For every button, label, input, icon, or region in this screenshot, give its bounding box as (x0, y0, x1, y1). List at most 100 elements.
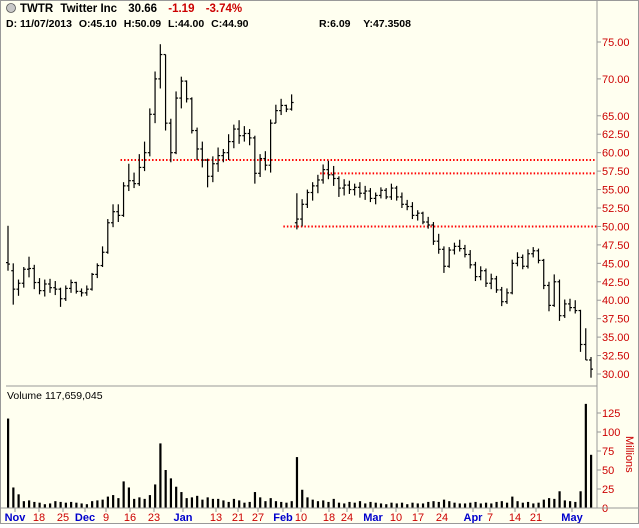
ohlc-bar (58, 287, 63, 307)
ohlc-bar (363, 185, 368, 200)
volume-bar (406, 504, 409, 508)
volume-bar (206, 497, 209, 508)
volume-bar (448, 501, 451, 508)
ohlc-bar (489, 273, 494, 290)
volume-bar (432, 501, 435, 508)
date-axis: Nov 18 25 Dec 9 16 23 Jan 13 21 27 Feb 10 18 24 Mar 10 17… (5, 508, 584, 524)
month-label: Dec (75, 512, 95, 523)
ohlc-bar (378, 187, 383, 199)
info-open: O:45.10 (79, 18, 117, 30)
ohlc-bar (557, 279, 562, 321)
ohlc-bar (279, 98, 284, 116)
day-label: 9 (103, 512, 109, 523)
ohlc-bar (452, 242, 457, 255)
volume-bar (458, 503, 461, 508)
volume-bar (584, 403, 587, 508)
price-tick-label: 42.50 (602, 277, 630, 289)
ohlc-bar (468, 250, 473, 269)
volume-bar (385, 504, 388, 508)
volume-bar (537, 502, 540, 508)
volume-bar (154, 484, 157, 508)
volume-bar (217, 498, 220, 508)
volume-tick-label: 50 (602, 465, 614, 477)
ohlc-bar (242, 126, 247, 142)
ohlc-bar (42, 279, 47, 297)
volume-bar (505, 502, 509, 508)
volume-bar (558, 491, 561, 508)
ohlc-bar (16, 279, 21, 296)
ohlc-bar (116, 204, 121, 223)
price-change-pct: -3.74% (206, 3, 242, 15)
info-r: R:6.09 (319, 18, 351, 30)
volume-bar (101, 499, 104, 508)
ohlc-bar (200, 141, 205, 168)
ohlc-bar (342, 179, 347, 196)
volume-bar (248, 501, 251, 508)
ohlc-bar (352, 183, 357, 196)
volume-bar (180, 492, 183, 508)
day-label: 27 (252, 512, 264, 523)
ohlc-bar (536, 248, 541, 264)
ohlc-bar (399, 192, 404, 208)
volume-tick-label: 25 (602, 484, 614, 496)
ohlc-bar (90, 272, 95, 291)
volume-bar (395, 503, 398, 508)
volume-bar (285, 502, 288, 508)
ohlc-bar (394, 185, 399, 201)
price-change: -1.19 (168, 3, 194, 15)
volume-bar (59, 501, 62, 508)
day-label: 21 (530, 512, 542, 523)
volume-bar (12, 487, 15, 508)
volume-bar (70, 501, 73, 508)
volume-tick-label: 0 (602, 503, 608, 515)
volume-bar (364, 503, 367, 508)
volume-bar (311, 499, 314, 508)
volume-bar (232, 498, 236, 508)
day-label: 17 (412, 512, 424, 523)
ohlc-bar (184, 80, 189, 103)
price-tick-label: 37.50 (602, 314, 630, 326)
volume-bar (474, 501, 477, 508)
ohlc-bar (163, 53, 168, 131)
volume-bar (274, 501, 278, 508)
ohlc-bar (69, 279, 74, 293)
month-label: Apr (464, 512, 484, 523)
info-low: L:44.00 (168, 18, 204, 30)
volume-bar (259, 497, 262, 508)
volume-bar (75, 502, 78, 508)
day-label: 24 (341, 512, 353, 523)
price-tick-label: 55.00 (602, 185, 630, 197)
ohlc-bar (410, 202, 415, 220)
ohlc-bar (420, 211, 425, 225)
ohlc-bar (189, 97, 194, 134)
volume-bar (175, 486, 178, 508)
volume-bar (295, 457, 299, 508)
ohlc-bar (531, 247, 536, 258)
volume-bar (379, 503, 383, 508)
volume-tick-label: 75 (602, 446, 614, 458)
ohlc-bar (499, 286, 504, 307)
ohlc-bar (567, 298, 572, 312)
ohlc-bar (268, 119, 273, 173)
volume-bar (138, 497, 141, 508)
info-high: H:50.09 (124, 18, 162, 30)
volume-bar (526, 501, 530, 508)
volume-bar (164, 470, 167, 508)
ohlc-bar (210, 156, 215, 183)
ohlc-bar (305, 189, 310, 208)
ohlc-bar (373, 192, 378, 205)
day-label: 18 (33, 512, 45, 523)
month-label: May (561, 512, 583, 523)
volume-bar (196, 495, 199, 508)
volume-bar (563, 500, 566, 508)
ohlc-bar (478, 266, 483, 281)
volume-bar (353, 502, 356, 508)
price-tick-label: 40.00 (602, 295, 630, 307)
ohlc-bar (221, 148, 226, 163)
ohlc-bar (578, 309, 583, 352)
volume-bar (290, 501, 293, 508)
ohlc-bar (515, 252, 520, 267)
svg-text:R:6.09 Y:47.3508: R:6.09 Y:47.3508 (319, 18, 411, 30)
ohlc-bar (462, 244, 467, 258)
info-y: Y:47.3508 (363, 18, 411, 30)
